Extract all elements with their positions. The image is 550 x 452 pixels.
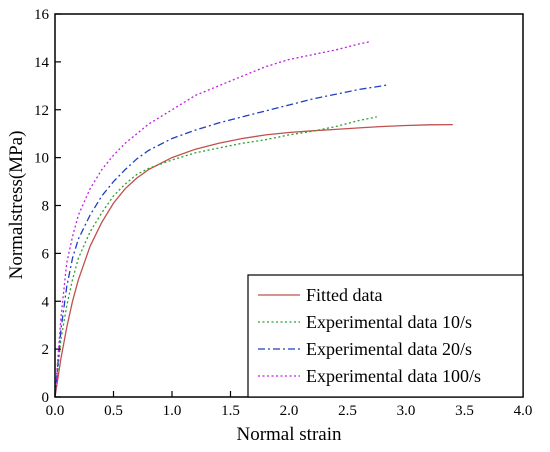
y-tick-label: 0 [42, 390, 50, 406]
y-axis-label: Normalstress(MPa) [6, 131, 27, 280]
y-tick-label: 12 [34, 103, 49, 119]
plot-marks [54, 40, 453, 398]
y-tick-label: 6 [42, 246, 50, 262]
x-tick-label: 4.0 [514, 403, 533, 419]
legend: Fitted data Experimental data 10/s Experim… [247, 274, 524, 398]
y-tick-label: 10 [34, 151, 49, 167]
series-line-0 [54, 123, 453, 398]
legend-label: Experimental data 20/s [306, 339, 472, 359]
x-tick-label: 2.0 [280, 403, 299, 419]
x-axis-label: Normal strain [236, 424, 342, 445]
y-tick-label: 14 [34, 55, 50, 71]
series-line-2 [54, 83, 389, 398]
x-tick-label: 3.5 [455, 403, 474, 419]
x-tick-label: 1.5 [221, 403, 240, 419]
x-tick-label: 1.0 [163, 403, 182, 419]
axis-ticks: 0.0 0.5 1.0 1.5 2.0 2.5 3.0 3.5 4.0 0 2 4 6 8 10 12 14 16 [34, 7, 532, 419]
y-tick-label: 4 [42, 294, 50, 310]
x-tick-label: 2.5 [338, 403, 357, 419]
y-tick-label: 16 [34, 7, 50, 23]
x-tick-label: 0.0 [46, 403, 65, 419]
y-tick-label: 2 [42, 342, 50, 358]
series-line-1 [54, 116, 377, 398]
y-tick-label: 8 [42, 199, 50, 215]
x-tick-label: 0.5 [104, 403, 123, 419]
legend-label: Experimental data 10/s [306, 312, 472, 332]
legend-label: Experimental data 100/s [306, 366, 481, 386]
x-tick-label: 3.0 [397, 403, 416, 419]
legend-label: Fitted data [306, 285, 382, 305]
